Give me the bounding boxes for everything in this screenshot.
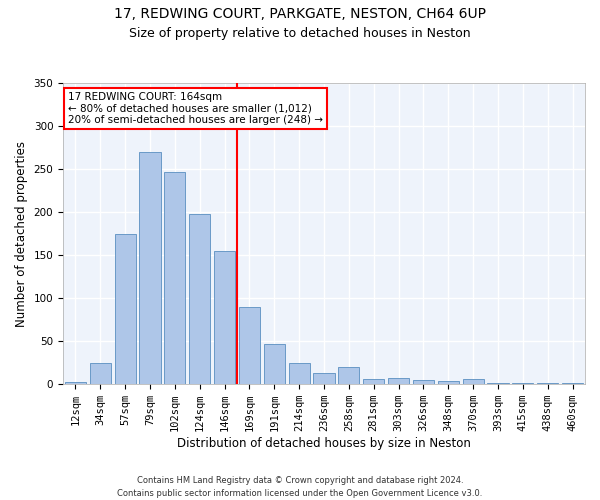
X-axis label: Distribution of detached houses by size in Neston: Distribution of detached houses by size … — [177, 437, 471, 450]
Bar — [164, 172, 185, 384]
Bar — [189, 214, 210, 384]
Bar — [463, 379, 484, 384]
Text: Size of property relative to detached houses in Neston: Size of property relative to detached ho… — [129, 28, 471, 40]
Bar — [90, 362, 111, 384]
Bar — [214, 251, 235, 384]
Bar — [388, 378, 409, 384]
Y-axis label: Number of detached properties: Number of detached properties — [15, 140, 28, 326]
Bar — [65, 382, 86, 384]
Bar — [264, 344, 285, 384]
Bar — [313, 373, 335, 384]
Text: 17, REDWING COURT, PARKGATE, NESTON, CH64 6UP: 17, REDWING COURT, PARKGATE, NESTON, CH6… — [114, 8, 486, 22]
Bar — [289, 362, 310, 384]
Bar — [139, 152, 161, 384]
Text: 17 REDWING COURT: 164sqm
← 80% of detached houses are smaller (1,012)
20% of sem: 17 REDWING COURT: 164sqm ← 80% of detach… — [68, 92, 323, 125]
Bar — [413, 380, 434, 384]
Bar — [239, 307, 260, 384]
Bar — [115, 234, 136, 384]
Bar — [338, 367, 359, 384]
Bar — [363, 379, 384, 384]
Text: Contains HM Land Registry data © Crown copyright and database right 2024.
Contai: Contains HM Land Registry data © Crown c… — [118, 476, 482, 498]
Bar — [438, 381, 459, 384]
